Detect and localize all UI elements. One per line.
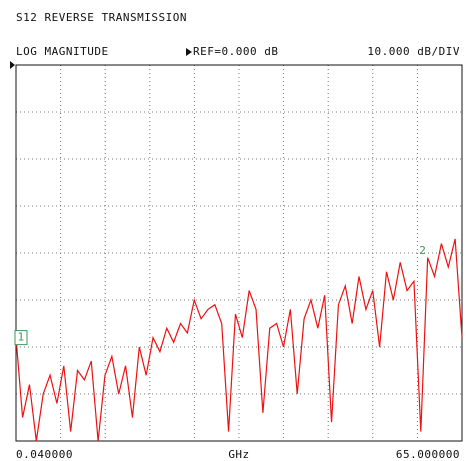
- start-label: 0.040000: [16, 448, 73, 461]
- scale-label: 10.000 dB/DIV: [367, 45, 460, 58]
- chart-title: S12 REVERSE TRANSMISSION: [16, 11, 187, 24]
- format-label: LOG MAGNITUDE: [16, 45, 109, 58]
- trace: [15, 238, 463, 442]
- reference-arrow: [186, 48, 192, 56]
- marker-box: [14, 330, 28, 346]
- reference-label: REF=0.000 dB: [193, 45, 278, 58]
- marker-label: 1: [17, 331, 24, 344]
- plot-frame: [15, 64, 463, 442]
- reference-position: [10, 61, 15, 69]
- x-axis-label: GHz: [228, 448, 249, 461]
- marker-label: 2: [419, 244, 426, 257]
- stop-label: 65.000000: [396, 448, 460, 461]
